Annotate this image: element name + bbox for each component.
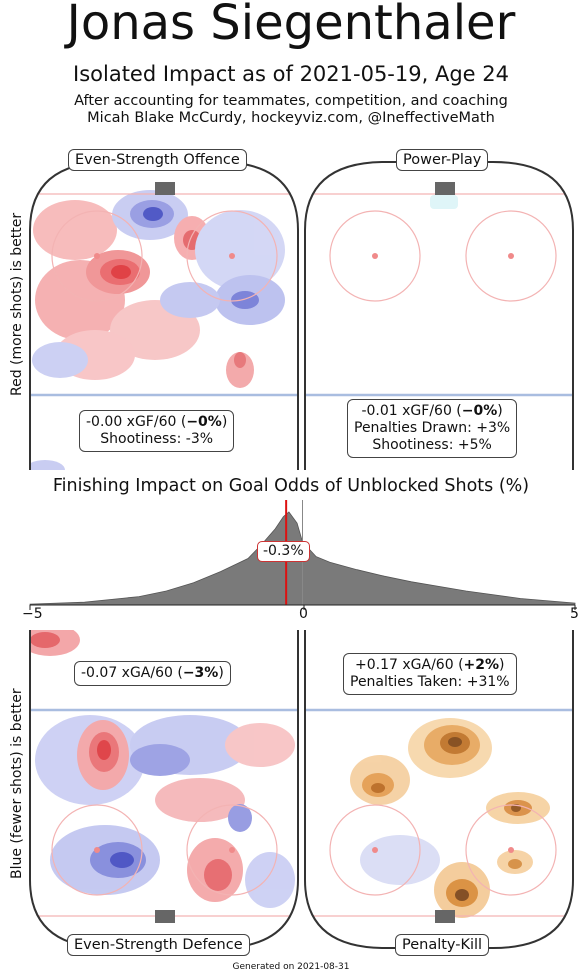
xg-line: +0.17 xGA/60 (+2%) (355, 657, 505, 673)
xg-line: -0.01 xGF/60 (−0%) (361, 403, 503, 419)
penalties-taken-line: Penalties Taken: +31% (350, 674, 510, 690)
note-line-2: Micah Blake McCurdy, hockeyviz.com, @Ine… (87, 110, 495, 126)
stat-box-penalty-kill: +0.17 xGA/60 (+2%) Penalties Taken: +31% (343, 653, 517, 695)
goal-net-icon (155, 910, 175, 923)
page-subtitle: Isolated Impact as of 2021-05-19, Age 24 (73, 62, 509, 86)
panel-label-power-play: Power-Play (396, 149, 489, 171)
goal-net-icon (155, 182, 175, 195)
xg-line: -0.00 xGF/60 (−0%) (86, 414, 228, 430)
heatmap-ev-offence (30, 190, 285, 470)
goal-net-icon (435, 182, 455, 195)
stat-box-ev-defence: -0.07 xGA/60 (−3%) (74, 661, 231, 686)
panel-label-ev-defence: Even-Strength Defence (67, 934, 250, 956)
stat-box-power-play: -0.01 xGF/60 (−0%) Penalties Drawn: +3% … (347, 399, 518, 458)
x-tick-label: 5 (570, 606, 579, 622)
heatmap-power-play (430, 195, 458, 209)
y-axis-label-bottom: Blue (fewer shots) is better (9, 688, 25, 879)
x-tick-label: −5 (22, 606, 43, 622)
stat-box-ev-offence: -0.00 xGF/60 (−0%) Shootiness: -3% (79, 410, 235, 452)
note-line-1: After accounting for teammates, competit… (74, 93, 508, 109)
penalties-drawn-line: Penalties Drawn: +3% (354, 420, 511, 436)
panel-label-ev-offence: Even-Strength Offence (68, 149, 247, 171)
xg-line: -0.07 xGA/60 (−3%) (81, 665, 224, 681)
panel-label-penalty-kill: Penalty-Kill (395, 934, 490, 956)
rink-penalty-kill (304, 630, 574, 949)
y-axis-label-top: Red (more shots) is better (9, 212, 25, 396)
x-tick-label: 0 (299, 606, 308, 622)
page-title: Jonas Siegenthaler (66, 0, 516, 51)
heatmap-ev-defence (30, 630, 295, 908)
rink-ev-defence (29, 630, 299, 949)
rink-ev-offence (29, 161, 299, 470)
marker-value-label: -0.3% (257, 541, 310, 562)
chart-title: Finishing Impact on Goal Odds of Unblock… (52, 476, 530, 496)
goal-net-icon (435, 910, 455, 923)
shootiness-line: Shootiness: +5% (372, 437, 492, 453)
generated-footer: Generated on 2021-08-31 (232, 962, 350, 972)
heatmap-penalty-kill (350, 718, 550, 918)
shootiness-line: Shootiness: -3% (100, 431, 214, 447)
